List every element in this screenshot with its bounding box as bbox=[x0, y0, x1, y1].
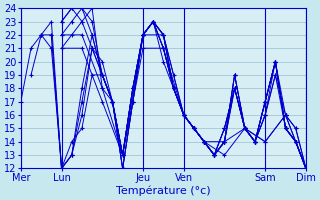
X-axis label: Température (°c): Température (°c) bbox=[116, 185, 211, 196]
